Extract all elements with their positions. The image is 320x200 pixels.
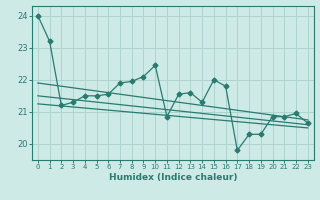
X-axis label: Humidex (Indice chaleur): Humidex (Indice chaleur) [108,173,237,182]
